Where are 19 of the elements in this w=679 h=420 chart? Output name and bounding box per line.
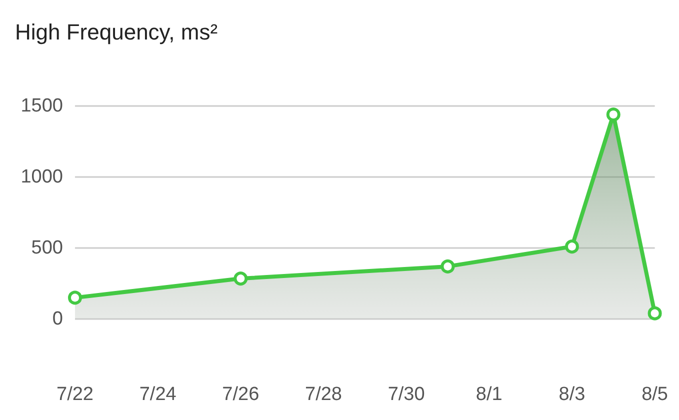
point [606, 108, 620, 122]
point [68, 290, 82, 305]
point [564, 240, 579, 254]
y-tick-label: 1000 [20, 166, 63, 188]
point [440, 259, 455, 274]
x-tick-label: 7/30 [388, 384, 425, 405]
chart-title: High Frequency, ms² [15, 20, 218, 44]
y-tick-label: 0 [52, 308, 63, 330]
point [648, 306, 662, 320]
y-tick-label: 1500 [20, 96, 63, 116]
x-tick-label: 7/22 [56, 384, 94, 405]
x-tick-label: 7/26 [222, 384, 260, 405]
x-tick-label: 8/3 [558, 384, 586, 405]
x-tick-label: 8/1 [476, 384, 502, 405]
x-tick-label: 7/28 [304, 384, 342, 405]
point [234, 272, 248, 286]
x-tick-label: 8/5 [642, 384, 668, 405]
y-tick-label: 500 [31, 238, 63, 258]
x-tick-label: 7/24 [139, 384, 177, 405]
